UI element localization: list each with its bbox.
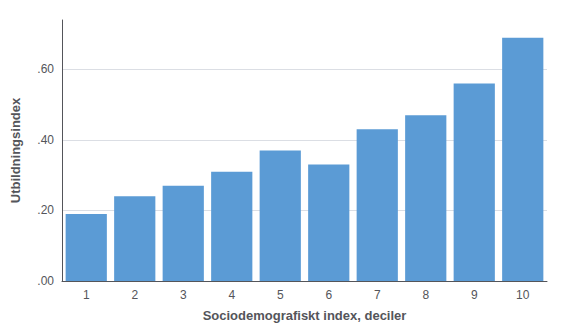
svg-text:9: 9 <box>471 288 478 302</box>
svg-text:3: 3 <box>180 288 187 302</box>
svg-text:.60: .60 <box>37 62 54 76</box>
svg-text:4: 4 <box>228 288 235 302</box>
svg-text:2: 2 <box>131 288 138 302</box>
svg-text:.00: .00 <box>37 274 54 288</box>
svg-text:5: 5 <box>277 288 284 302</box>
svg-text:1: 1 <box>83 288 90 302</box>
svg-text:Utbildningsindex: Utbildningsindex <box>8 97 23 203</box>
svg-text:Sociodemografiskt index, decil: Sociodemografiskt index, deciler <box>203 308 407 323</box>
svg-text:10: 10 <box>516 288 530 302</box>
svg-text:7: 7 <box>374 288 381 302</box>
svg-text:8: 8 <box>422 288 429 302</box>
svg-text:.40: .40 <box>37 133 54 147</box>
svg-text:6: 6 <box>325 288 332 302</box>
svg-text:.20: .20 <box>37 203 54 217</box>
